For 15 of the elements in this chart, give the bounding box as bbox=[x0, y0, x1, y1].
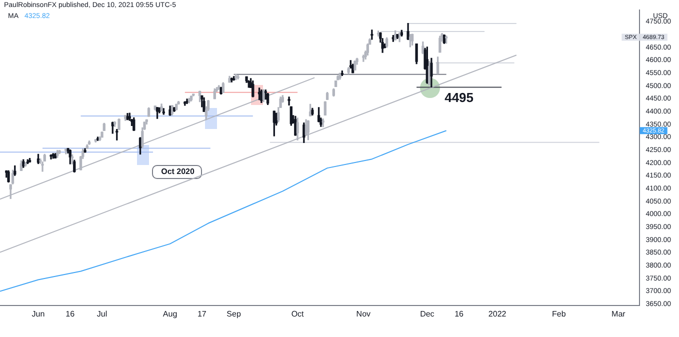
x-tick-label: Mar bbox=[612, 309, 626, 318]
x-tick-label: Oct bbox=[291, 309, 305, 318]
x-tick-label: Aug bbox=[162, 309, 178, 318]
x-tick-label: Dec bbox=[420, 309, 434, 318]
annotation: 4495 bbox=[444, 90, 474, 105]
x-tick-label: 2022 bbox=[488, 309, 507, 318]
x-tick-label: Sep bbox=[226, 309, 242, 318]
x-tick-label: 16 bbox=[66, 309, 76, 318]
x-tick-label: 17 bbox=[197, 309, 207, 318]
x-tick-label: Jun bbox=[32, 309, 45, 318]
x-tick-label: Nov bbox=[356, 309, 371, 318]
x-tick-label: 16 bbox=[454, 309, 464, 318]
annotation: Oct 2020 bbox=[161, 166, 195, 176]
x-tick-label: Jul bbox=[96, 309, 108, 318]
x-tick-label: Feb bbox=[552, 309, 566, 318]
